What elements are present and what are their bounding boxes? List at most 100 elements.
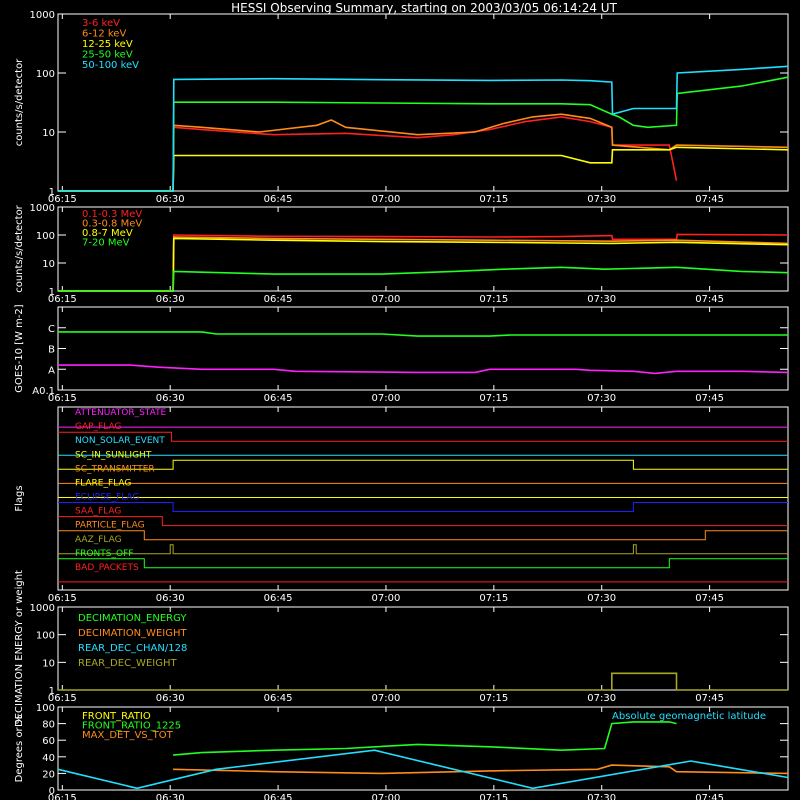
series-line: [58, 266, 789, 292]
x-tick-label: 07:15: [479, 393, 508, 404]
flag-label: FLARE_FLAG: [75, 478, 131, 488]
flag-label: AAZ_FLAG: [75, 535, 122, 545]
x-tick-label: 07:30: [587, 793, 616, 800]
x-tick-label: 07:45: [695, 194, 724, 205]
x-tick-label: 07:00: [372, 693, 401, 704]
y-axis-label: counts/s/detector: [14, 204, 25, 292]
legend-entry: Absolute geomagnetic latitude: [612, 711, 766, 722]
x-tick-label: 06:15: [48, 294, 77, 305]
series-line: [58, 459, 788, 470]
panel-4: 06:15 06:30 06:45 07:00 07:15 07:30 07:45 1 10 10…: [14, 570, 789, 727]
x-tick-label: 06:30: [156, 194, 185, 205]
panel-0: 06:15 06:30 06:45 07:00 07:15 07:30 07:45 1 10 10…: [14, 10, 789, 205]
y-tick-label: 60: [42, 736, 55, 747]
x-tick-label: 07:45: [695, 393, 724, 404]
flag-label: SC_IN_SUNLIGHT: [75, 450, 152, 460]
x-tick-label: 07:00: [372, 793, 401, 800]
y-tick-label: B: [48, 345, 55, 356]
x-tick-label: 06:30: [156, 393, 185, 404]
series-line: [58, 113, 789, 192]
x-tick-label: 07:15: [479, 194, 508, 205]
panel-frame: [57, 13, 789, 192]
y-tick-label: C: [48, 324, 55, 335]
x-tick-label: 07:15: [479, 793, 508, 800]
x-tick-label: 07:00: [372, 593, 401, 604]
y-tick-label: 1: [49, 686, 55, 697]
x-tick-label: 07:45: [695, 793, 724, 800]
y-tick-label: 100: [36, 69, 55, 80]
legend-entry: MAX_DET_VS_TOT: [82, 730, 174, 741]
legend-entry: 50-100 keV: [82, 60, 139, 71]
legend-entry: FRONT_RATIO: [82, 711, 151, 722]
panel-2: 06:15 06:30 06:45 07:00 07:15 07:30 07:45 A0.1 A…: [14, 304, 789, 404]
x-tick-label: 07:30: [587, 194, 616, 205]
legend-entry: DECIMATION_WEIGHT: [78, 628, 187, 639]
x-tick-label: 06:15: [48, 793, 77, 800]
series-line: [58, 672, 788, 691]
x-tick-label: 06:30: [156, 693, 185, 704]
flag-label: ATTENUATOR_STATE: [75, 408, 167, 418]
legend-entry: 7-20 MeV: [82, 238, 130, 249]
series-line: [58, 76, 789, 192]
y-tick-label: 10: [42, 259, 55, 270]
x-tick-label: 06:15: [48, 194, 77, 205]
x-tick-label: 06:45: [264, 393, 293, 404]
y-axis-label: counts/s/detector: [14, 58, 25, 146]
panel-frame: [57, 206, 789, 292]
flag-label: SC_TRANSMITTER: [75, 464, 155, 474]
y-tick-label: 1000: [30, 203, 55, 214]
legend-entry: 6-12 keV: [82, 29, 126, 40]
series-line: [58, 331, 788, 337]
flag-label: FRONTS_OFF: [75, 549, 133, 559]
x-tick-label: 07:30: [587, 294, 616, 305]
series-line: [58, 237, 789, 292]
flag-label: BAD_PACKETS: [75, 563, 139, 573]
x-tick-label: 07:30: [587, 693, 616, 704]
y-tick-label: 1: [49, 187, 55, 198]
flag-label: GAP_FLAG: [75, 422, 121, 432]
series-line: [58, 65, 789, 192]
y-axis-label: DECIMATION ENERGY or weight: [14, 570, 25, 727]
series-line: [58, 544, 788, 555]
legend-entry: 12-25 keV: [82, 39, 133, 50]
legend-entry: FRONT_RATIO_1225: [82, 721, 181, 732]
y-axis-label: Degrees or %: [14, 715, 25, 783]
figure-title: HESSI Observing Summary, starting on 200…: [231, 1, 617, 15]
panel-frame: [57, 406, 789, 591]
y-tick-label: 100: [36, 231, 55, 242]
series-line: [58, 516, 788, 527]
flag-label: ECLIPSE_FLAG: [75, 493, 139, 503]
y-tick-label: 10: [42, 128, 55, 139]
x-tick-label: 06:45: [264, 294, 293, 305]
legend-entry: REAR_DEC_WEIGHT: [78, 658, 177, 669]
y-tick-label: 100: [36, 631, 55, 642]
legend-entry: REAR_DEC_CHAN/128: [78, 643, 187, 654]
y-tick-label: 100: [36, 703, 55, 714]
series-line: [58, 364, 789, 375]
x-tick-label: 06:45: [264, 793, 293, 800]
panel-1: 06:15 06:30 06:45 07:00 07:15 07:30 07:45 1 10 10…: [14, 203, 789, 305]
panel-5: 06:15 06:30 06:45 07:00 07:15 07:30 07:45 0 20 40…: [14, 703, 789, 800]
y-tick-label: A0.1: [32, 386, 55, 397]
x-tick-label: 07:45: [695, 693, 724, 704]
series-line: [58, 558, 788, 569]
x-tick-label: 06:30: [156, 793, 185, 800]
series-line: [57, 749, 789, 790]
legend-entry: 3-6 keV: [82, 18, 120, 29]
x-tick-label: 07:00: [372, 294, 401, 305]
x-tick-label: 06:15: [48, 393, 77, 404]
legend-entry: 0.8-7 MeV: [82, 228, 133, 239]
x-tick-label: 06:45: [264, 693, 293, 704]
y-tick-label: A: [48, 365, 55, 376]
y-tick-label: 1000: [30, 603, 55, 614]
y-tick-label: 10: [42, 658, 55, 669]
x-tick-label: 06:45: [264, 194, 293, 205]
panel-frame: [57, 706, 789, 791]
legend-entry: DECIMATION_ENERGY: [78, 613, 187, 624]
y-tick-label: 80: [42, 720, 55, 731]
x-tick-label: 07:00: [372, 393, 401, 404]
flag-label: NON_SOLAR_EVENT: [75, 436, 165, 446]
x-tick-label: 07:00: [372, 194, 401, 205]
x-tick-label: 07:15: [479, 593, 508, 604]
